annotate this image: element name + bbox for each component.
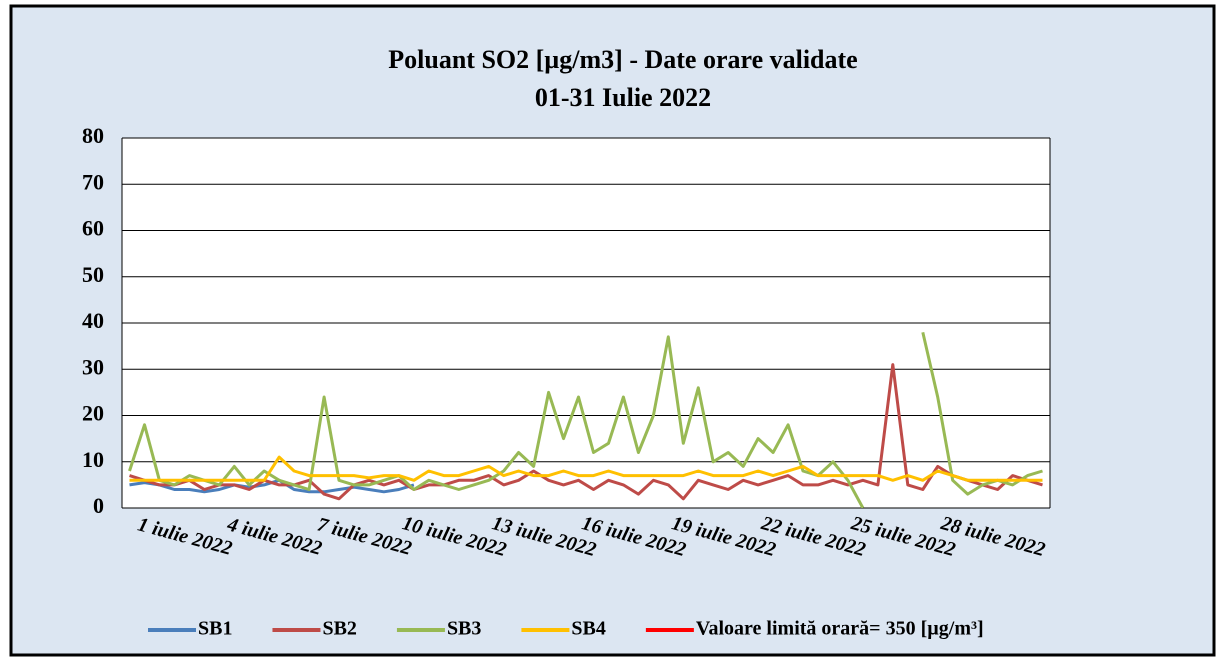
legend-label: Valoare limită orară= 350 [µg/m³] — [696, 618, 984, 640]
series-line — [129, 363, 1043, 501]
chart-title: Poluant SO2 [µg/m3] - Date orare validat… — [388, 45, 857, 74]
legend-label: SB2 — [322, 618, 356, 640]
y-tick-label: 50 — [82, 262, 104, 287]
legend-label: SB3 — [447, 618, 481, 640]
y-tick-label: 0 — [93, 493, 104, 518]
legend-label: SB4 — [571, 618, 605, 640]
y-tick-label: 40 — [82, 308, 104, 333]
series-line — [129, 455, 1043, 482]
chart-subtitle: 01-31 Iulie 2022 — [535, 83, 711, 112]
y-tick-label: 70 — [82, 169, 104, 194]
y-tick-label: 60 — [82, 216, 104, 241]
series-line — [128, 331, 1043, 508]
y-tick-label: 30 — [82, 354, 104, 379]
y-tick-label: 20 — [82, 401, 104, 426]
y-tick-label: 80 — [82, 123, 104, 148]
y-tick-label: 10 — [82, 447, 104, 472]
legend-label: SB1 — [198, 618, 232, 640]
